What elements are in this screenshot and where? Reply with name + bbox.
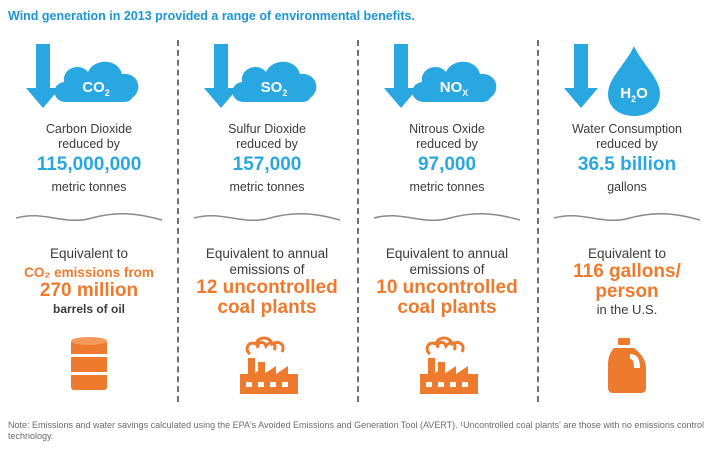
- nox-label: Nitrous Oxide reduced by: [409, 122, 485, 151]
- column-divider: [177, 40, 179, 402]
- svg-text:H2O: H2O: [620, 85, 648, 104]
- oil-barrel-icon: [71, 337, 107, 390]
- co2-column: CO2 Carbon Dioxide reduced by 115,000,00…: [0, 36, 178, 408]
- h2o-badge-sub: 2: [631, 94, 636, 104]
- so2-badge-sub: 2: [282, 88, 287, 98]
- factory-icon: [420, 336, 478, 394]
- column-divider: [537, 40, 539, 402]
- factory-icon: [240, 336, 298, 394]
- svg-text:SO2: SO2: [261, 79, 288, 98]
- footnote: Note: Emissions and water savings calcul…: [8, 420, 704, 441]
- so2-value: 157,000: [232, 154, 302, 175]
- nox-value: 97,000: [417, 154, 477, 175]
- so2-equivalent: Equivalent to annual emissions of 12 unc…: [196, 246, 338, 318]
- co2-unit: metric tonnes: [51, 180, 127, 194]
- co2-value: 115,000,000: [36, 154, 142, 175]
- co2-badge-sub: 2: [105, 88, 110, 98]
- wave-separator: [15, 212, 163, 222]
- nox-cloud-icon: NOX: [384, 44, 497, 108]
- co2-equivalent: Equivalent to CO₂ emissions from 270 mil…: [24, 246, 154, 316]
- h2o-value: 36.5 billion: [577, 154, 677, 175]
- wave-separator: [373, 212, 521, 222]
- nox-badge-sub: X: [462, 88, 468, 98]
- wave-separator: [553, 212, 701, 222]
- so2-column: SO2 Sulfur Dioxide reduced by 157,000 me…: [178, 36, 356, 408]
- so2-cloud-icon: SO2: [204, 44, 317, 108]
- h2o-label: Water Consumption reduced by: [572, 122, 682, 151]
- so2-label: Sulfur Dioxide reduced by: [228, 122, 306, 151]
- co2-label: Carbon Dioxide reduced by: [45, 122, 133, 151]
- svg-text:CO2: CO2: [82, 79, 110, 98]
- wave-separator: [193, 212, 341, 222]
- nox-column: NOX Nitrous Oxide reduced by 97,000 metr…: [358, 36, 536, 408]
- page-title: Wind generation in 2013 provided a range…: [8, 9, 415, 23]
- co2-badge-main: CO: [82, 79, 105, 96]
- column-divider: [357, 40, 359, 402]
- h2o-badge-main: H: [620, 85, 631, 102]
- h2o-column: H2O Water Consumption reduced by 36.5 bi…: [538, 36, 716, 408]
- so2-badge-main: SO: [261, 79, 283, 96]
- water-drop-icon: H2O: [564, 44, 660, 116]
- so2-unit: metric tonnes: [229, 180, 305, 194]
- nox-unit: metric tonnes: [409, 180, 485, 194]
- nox-badge-main: NO: [440, 79, 463, 96]
- water-jug-icon: [608, 338, 646, 393]
- co2-cloud-icon: CO2: [26, 44, 139, 108]
- nox-equivalent: Equivalent to annual emissions of 10 unc…: [376, 246, 518, 318]
- svg-text:NOX: NOX: [440, 79, 469, 98]
- h2o-equivalent: Equivalent to 116 gallons/ person in the…: [573, 246, 681, 317]
- h2o-badge-tail: O: [636, 85, 648, 102]
- h2o-unit: gallons: [607, 180, 647, 194]
